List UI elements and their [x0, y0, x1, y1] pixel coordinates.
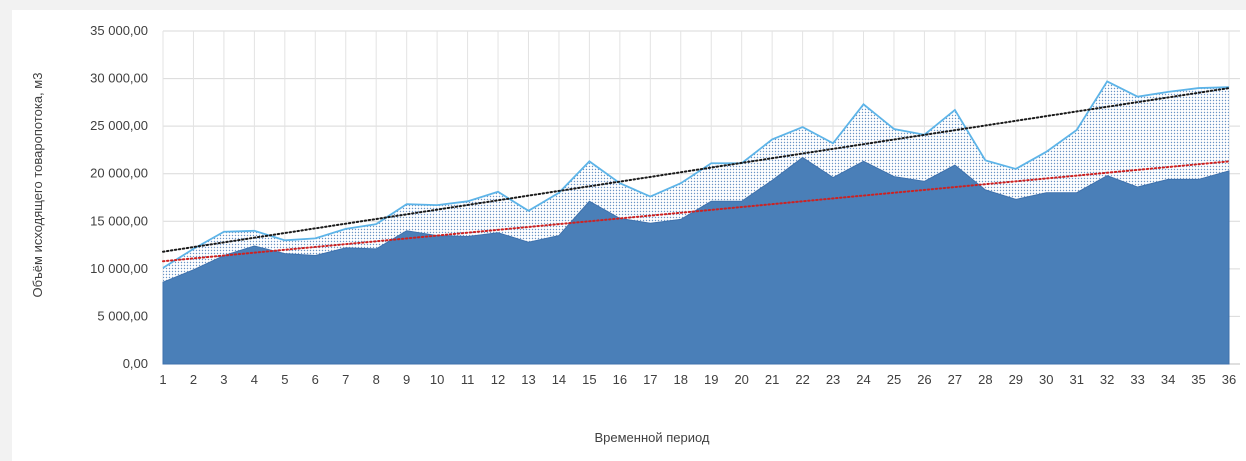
x-tick-label: 13: [521, 372, 535, 387]
x-tick-label: 36: [1222, 372, 1236, 387]
x-tick-label: 9: [403, 372, 410, 387]
y-tick-label: 5 000,00: [97, 308, 148, 323]
y-tick-label: 25 000,00: [90, 118, 148, 133]
y-tick-label: 20 000,00: [90, 166, 148, 181]
x-axis-title: Временной период: [594, 430, 709, 445]
x-tick-label: 10: [430, 372, 444, 387]
x-tick-label: 15: [582, 372, 596, 387]
x-tick-label: 27: [948, 372, 962, 387]
tick-layer: 0,00 5 000,00 10 000,00 15 000,00 20 000,00 2…: [90, 23, 1236, 387]
x-tick-label: 28: [978, 372, 992, 387]
upper-area-line: [162, 80, 1230, 269]
x-tick-label: 23: [826, 372, 840, 387]
x-tick-label: 32: [1100, 372, 1114, 387]
x-tick-label: 16: [613, 372, 627, 387]
x-tick-label: 7: [342, 372, 349, 387]
x-tick-label: 17: [643, 372, 657, 387]
x-tick-label: 3: [220, 372, 227, 387]
x-tick-label: 20: [734, 372, 748, 387]
y-tick-label: 30 000,00: [90, 71, 148, 86]
y-axis-title: Объём исходящего товаропотока, м3: [30, 73, 45, 298]
y-tick-label: 10 000,00: [90, 261, 148, 276]
y-tick-label: 0,00: [123, 356, 148, 371]
y-tick-label: 35 000,00: [90, 23, 148, 38]
x-tick-label: 34: [1161, 372, 1175, 387]
x-tick-label: 25: [887, 372, 901, 387]
area-layer: [162, 80, 1230, 365]
x-tick-label: 24: [856, 372, 870, 387]
trendline: [162, 160, 1230, 263]
x-tick-label: 2: [190, 372, 197, 387]
x-tick-label: 5: [281, 372, 288, 387]
x-tick-label: 35: [1191, 372, 1205, 387]
x-tick-label: 21: [765, 372, 779, 387]
x-tick-label: 11: [461, 372, 475, 387]
x-tick-label: 8: [373, 372, 380, 387]
x-tick-label: 6: [312, 372, 319, 387]
trendline: [162, 87, 1230, 253]
x-tick-label: 1: [159, 372, 166, 387]
x-tick-label: 26: [917, 372, 931, 387]
x-tick-label: 30: [1039, 372, 1053, 387]
x-tick-label: 29: [1009, 372, 1023, 387]
x-tick-label: 12: [491, 372, 505, 387]
x-tick-label: 4: [251, 372, 258, 387]
x-tick-label: 33: [1130, 372, 1144, 387]
trend-layer: [162, 87, 1230, 263]
x-tick-label: 18: [674, 372, 688, 387]
x-tick-label: 14: [552, 372, 566, 387]
x-tick-label: 19: [704, 372, 718, 387]
lower-area-fill: [162, 156, 1230, 365]
y-tick-label: 15 000,00: [90, 213, 148, 228]
x-tick-label: 31: [1069, 372, 1083, 387]
x-tick-label: 22: [795, 372, 809, 387]
